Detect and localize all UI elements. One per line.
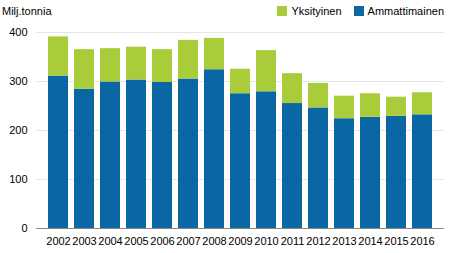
svg-text:200: 200 bbox=[9, 124, 27, 136]
svg-text:300: 300 bbox=[9, 75, 27, 87]
svg-text:2006: 2006 bbox=[150, 235, 174, 247]
svg-text:2013: 2013 bbox=[332, 235, 356, 247]
svg-text:2008: 2008 bbox=[202, 235, 226, 247]
svg-text:2003: 2003 bbox=[72, 235, 96, 247]
svg-text:2005: 2005 bbox=[124, 235, 148, 247]
svg-text:2014: 2014 bbox=[358, 235, 382, 247]
html-text:Yksityinen: Yksityinen bbox=[291, 5, 342, 17]
svg-text:400: 400 bbox=[9, 26, 27, 38]
svg-text:2002: 2002 bbox=[46, 235, 70, 247]
svg-text:2010: 2010 bbox=[254, 235, 278, 247]
svg-text:0: 0 bbox=[21, 222, 27, 234]
svg-text:2015: 2015 bbox=[384, 235, 408, 247]
svg-text:2012: 2012 bbox=[306, 235, 330, 247]
html-text:Ammattimainen: Ammattimainen bbox=[367, 5, 444, 17]
svg-text:2004: 2004 bbox=[98, 235, 122, 247]
svg-text:2007: 2007 bbox=[176, 235, 200, 247]
svg-text:2016: 2016 bbox=[410, 235, 434, 247]
svg-text:2011: 2011 bbox=[281, 235, 305, 247]
svg-text:2009: 2009 bbox=[228, 235, 252, 247]
html-text:Milj.tonnia: Milj.tonnia bbox=[2, 5, 52, 17]
svg-text:100: 100 bbox=[9, 173, 27, 185]
